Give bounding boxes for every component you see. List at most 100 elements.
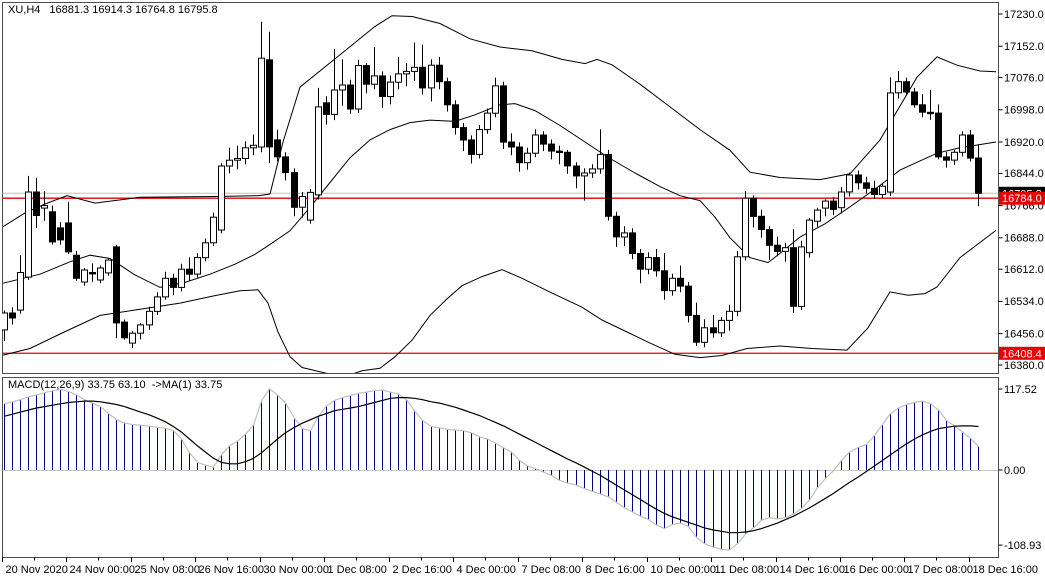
bear-candle[interactable] [693,314,700,343]
bear-candle[interactable] [766,229,773,246]
bull-candle[interactable] [879,185,886,195]
bear-candle[interactable] [790,247,797,307]
bull-candle[interactable] [178,268,185,288]
bull-candle[interactable] [806,219,813,254]
bear-candle[interactable] [629,232,636,254]
bear-candle[interactable] [508,141,515,148]
bull-candle[interactable] [621,232,628,238]
bear-candle[interactable] [927,111,934,115]
bear-candle[interactable] [73,254,80,279]
bear-candle[interactable] [967,134,974,159]
bull-candle[interactable] [814,209,821,222]
bear-candle[interactable] [863,182,870,189]
bull-candle[interactable] [17,272,24,311]
bear-candle[interactable] [419,66,426,89]
bull-candle[interactable] [162,277,169,298]
bear-candle[interactable] [65,222,72,253]
bull-candle[interactable] [194,257,201,275]
bear-candle[interactable] [653,257,660,272]
bear-candle[interactable] [436,64,443,83]
bear-candle[interactable] [274,139,281,158]
bull-candle[interactable] [146,310,153,326]
bear-candle[interactable] [347,84,354,110]
bull-candle[interactable] [742,197,749,258]
bull-candle[interactable] [959,134,966,153]
bear-candle[interactable] [540,134,547,145]
bear-candle[interactable] [452,104,459,129]
bull-candle[interactable] [81,269,88,283]
bull-candle[interactable] [210,216,217,244]
bull-candle[interactable] [822,200,829,209]
bear-candle[interactable] [903,81,910,93]
bull-candle[interactable] [734,256,741,312]
bull-candle[interactable] [838,191,845,209]
bull-candle[interactable] [202,242,209,259]
bear-candle[interactable] [548,143,555,152]
price-axis[interactable]: 17230.0 17152.0 17076.0 16998.0 16920.0 16844… [998,9,1045,372]
bull-candle[interactable] [105,259,112,274]
bear-candle[interactable] [943,156,950,161]
bull-candle[interactable] [41,205,48,209]
bull-candle[interactable] [895,81,902,94]
bear-candle[interactable] [830,200,837,210]
macd-indicator-panel[interactable] [2,387,999,551]
bear-candle[interactable] [113,246,120,324]
bull-candle[interactable] [226,159,233,167]
bear-candle[interactable] [911,91,918,106]
bear-candle[interactable] [774,244,781,252]
bull-candle[interactable] [645,257,652,270]
bear-candle[interactable] [685,285,692,316]
bear-candle[interactable] [33,191,40,216]
bear-candle[interactable] [444,81,451,106]
bull-candle[interactable] [476,129,483,155]
bull-candle[interactable] [258,57,265,148]
bull-candle[interactable] [581,172,588,177]
macd-axis[interactable]: 117.52 0.00 -108.93 [998,384,1042,552]
bull-candle[interactable] [154,296,161,312]
bear-candle[interactable] [500,85,507,143]
bull-candle[interactable] [532,134,539,154]
bear-candle[interactable] [871,187,878,196]
bull-candle[interactable] [387,81,394,98]
bear-candle[interactable] [121,321,128,339]
bull-candle[interactable] [250,144,257,149]
bear-candle[interactable] [282,156,289,174]
bull-candle[interactable] [846,174,853,193]
bull-candle[interactable] [782,247,789,252]
bull-candle[interactable] [299,196,306,208]
bull-candle[interactable] [371,75,378,85]
bear-candle[interactable] [291,172,298,208]
bear-candle[interactable] [661,270,668,292]
bull-candle[interactable] [339,84,346,91]
bear-candle[interactable] [919,104,926,113]
bear-candle[interactable] [516,146,523,164]
bull-candle[interactable] [492,85,499,114]
bull-candle[interactable] [234,158,241,161]
bull-candle[interactable] [307,191,314,221]
bull-candle[interactable] [97,267,104,281]
bull-candle[interactable] [597,153,604,170]
bear-candle[interactable] [170,277,177,288]
bull-candle[interactable] [25,191,32,278]
bull-candle[interactable] [129,332,136,344]
bear-candle[interactable] [49,211,56,243]
bear-candle[interactable] [556,150,563,154]
bear-candle[interactable] [468,139,475,155]
bear-candle[interactable] [266,59,273,148]
bull-candle[interactable] [669,277,676,292]
bear-candle[interactable] [605,153,612,217]
bear-candle[interactable] [975,157,982,194]
bull-candle[interactable] [242,147,249,160]
bear-candle[interactable] [186,268,193,275]
bull-candle[interactable] [524,152,531,164]
bull-candle[interactable] [137,324,144,334]
bear-candle[interactable] [57,227,64,241]
bear-candle[interactable] [637,253,644,270]
bull-candle[interactable] [411,66,418,72]
bear-candle[interactable] [573,165,580,177]
bear-candle[interactable] [677,277,684,287]
bear-candle[interactable] [89,272,96,275]
bull-candle[interactable] [315,106,322,196]
